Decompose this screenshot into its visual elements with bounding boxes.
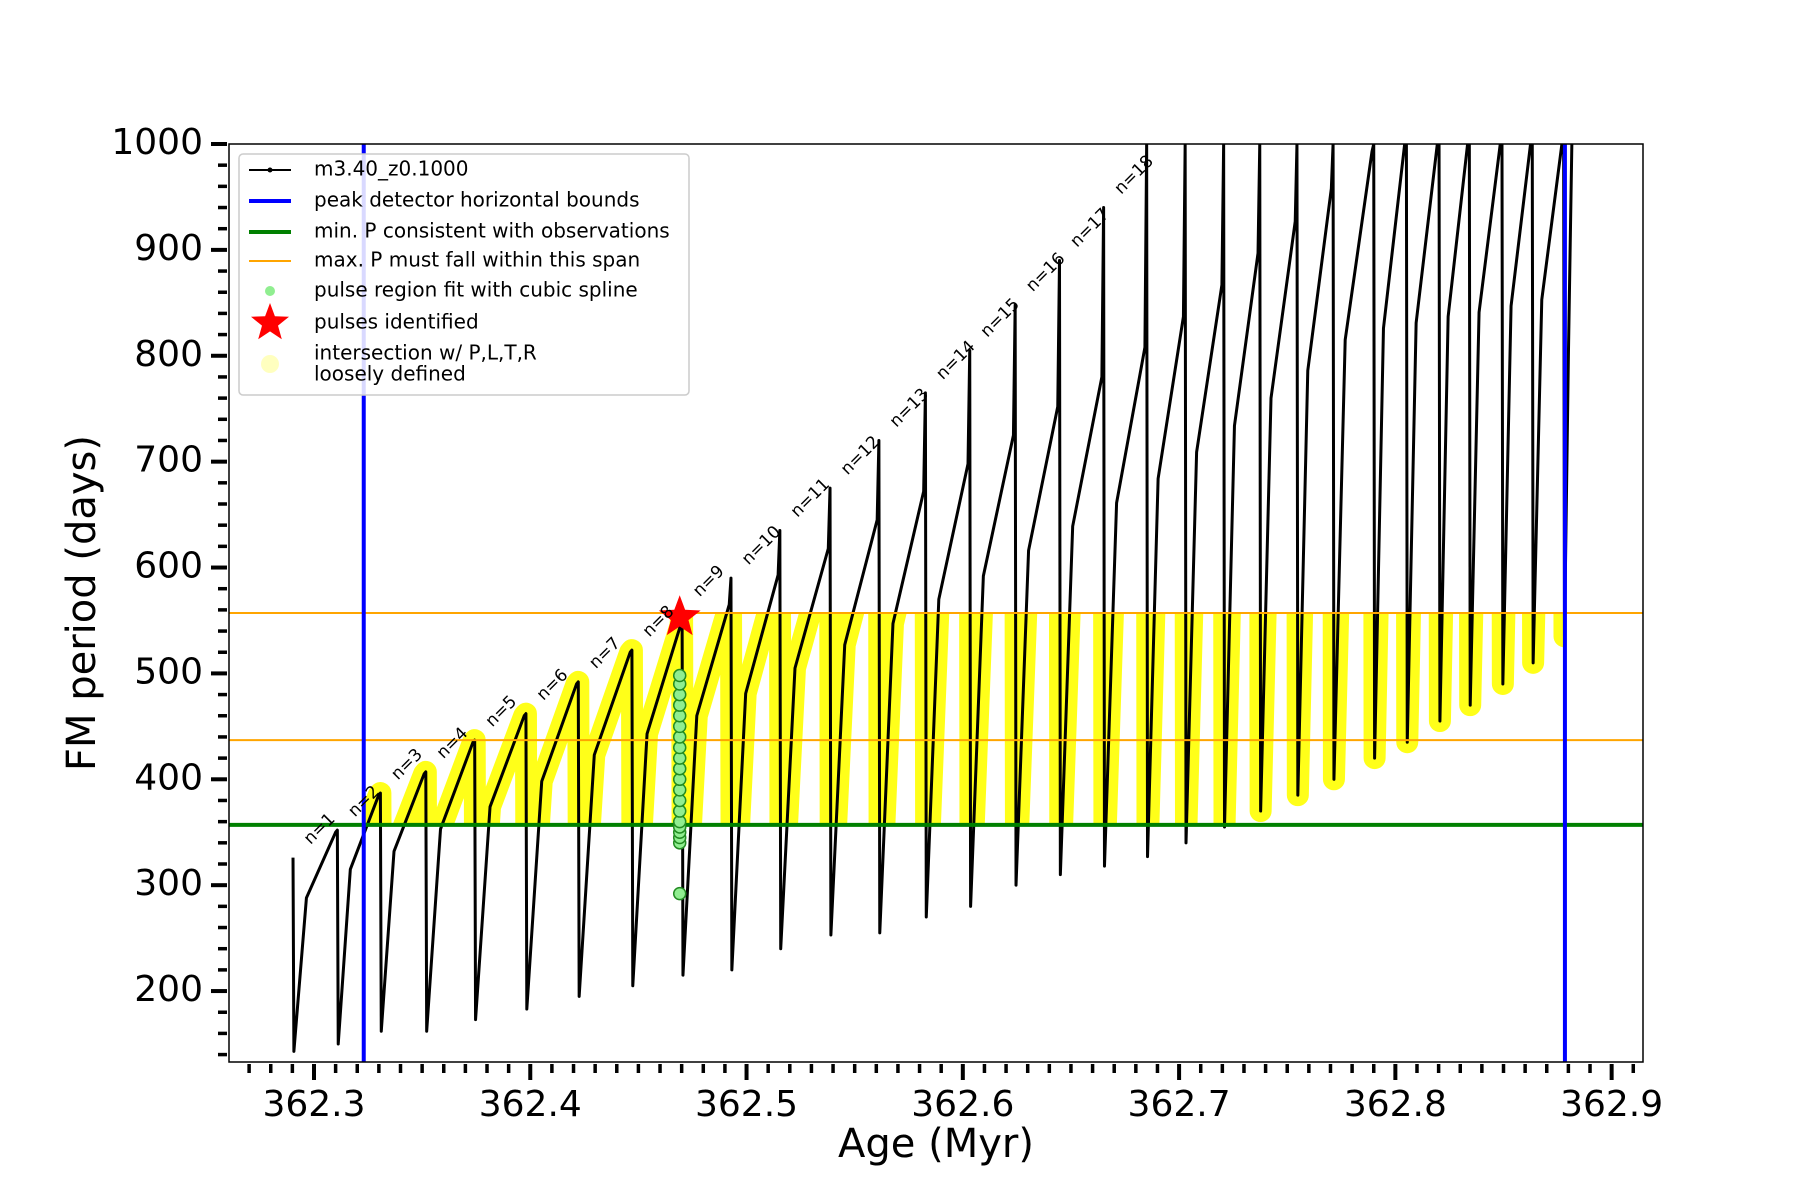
- legend-box: [238, 153, 690, 396]
- x-tick-label: 362.5: [695, 1084, 798, 1125]
- legend-label: peak detector horizontal bounds: [314, 188, 640, 212]
- series-line: [291, 144, 1574, 1053]
- legend-label: min. P consistent with observations: [314, 219, 670, 243]
- x-tick-label: 362.3: [262, 1084, 365, 1125]
- x-tick-label: 362.4: [479, 1084, 582, 1125]
- legend-label: pulse region fit with cubic spline: [314, 278, 638, 302]
- legend-label: pulses identified: [314, 310, 479, 334]
- y-tick-label: 500: [134, 651, 203, 692]
- spline-point: [672, 668, 687, 683]
- y-tick-label: 700: [134, 440, 203, 481]
- y-tick-label: 400: [134, 757, 203, 798]
- x-axis-label: Age (Myr): [838, 1121, 1034, 1167]
- x-tick-label: 362.6: [911, 1084, 1014, 1125]
- plot-area: [229, 144, 1643, 1062]
- y-tick-label: 300: [134, 863, 203, 904]
- y-tick-label: 200: [134, 969, 203, 1010]
- plot-content: [229, 144, 1643, 1062]
- spline-point: [672, 886, 687, 901]
- y-tick-label: 800: [134, 334, 203, 375]
- legend-marker: [261, 355, 279, 373]
- y-tick-label: 900: [134, 228, 203, 269]
- legend-label: m3.40_z0.1000: [314, 157, 469, 181]
- y-tick-label: 600: [134, 546, 203, 587]
- y-axis-label: FM period (days): [59, 435, 105, 771]
- legend-marker: [265, 286, 275, 296]
- legend-marker: [267, 167, 273, 173]
- pulse-star: [658, 595, 701, 636]
- y-tick-label: 1000: [111, 122, 203, 163]
- legend-marker: [251, 303, 289, 340]
- x-tick-label: 362.8: [1344, 1084, 1447, 1125]
- legend-label: max. P must fall within this span: [314, 248, 640, 272]
- axes-frame: [228, 143, 1644, 1063]
- x-tick-label: 362.9: [1560, 1084, 1663, 1125]
- legend-label: intersection w/ P,L,T,R loosely defined: [314, 340, 537, 385]
- x-tick-label: 362.7: [1128, 1084, 1231, 1125]
